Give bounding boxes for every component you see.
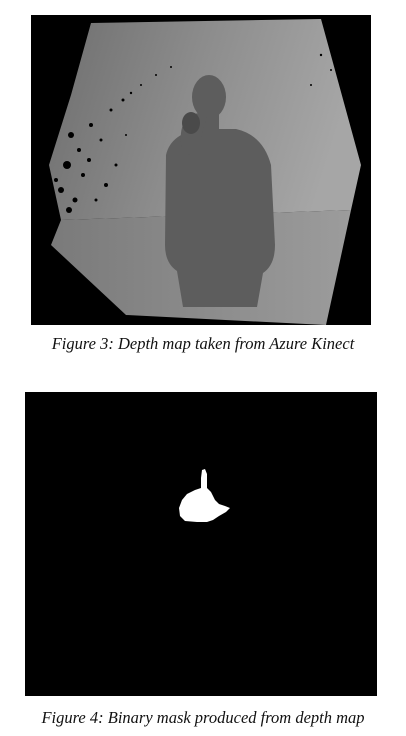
hand-mask-shape [179, 469, 230, 522]
figure-3-caption: Figure 3: Depth map taken from Azure Kin… [51, 334, 355, 353]
figure-4-caption: Figure 4: Binary mask produced from dept… [41, 708, 365, 727]
depth-map-graphic [31, 15, 371, 325]
figure-3: Figure 3: Depth map taken from Azure Kin… [31, 15, 371, 353]
binary-mask-graphic [25, 392, 377, 696]
binary-mask-image [25, 392, 377, 696]
depth-map-image [31, 15, 371, 325]
figure-4: Figure 4: Binary mask produced from dept… [0, 378, 406, 736]
